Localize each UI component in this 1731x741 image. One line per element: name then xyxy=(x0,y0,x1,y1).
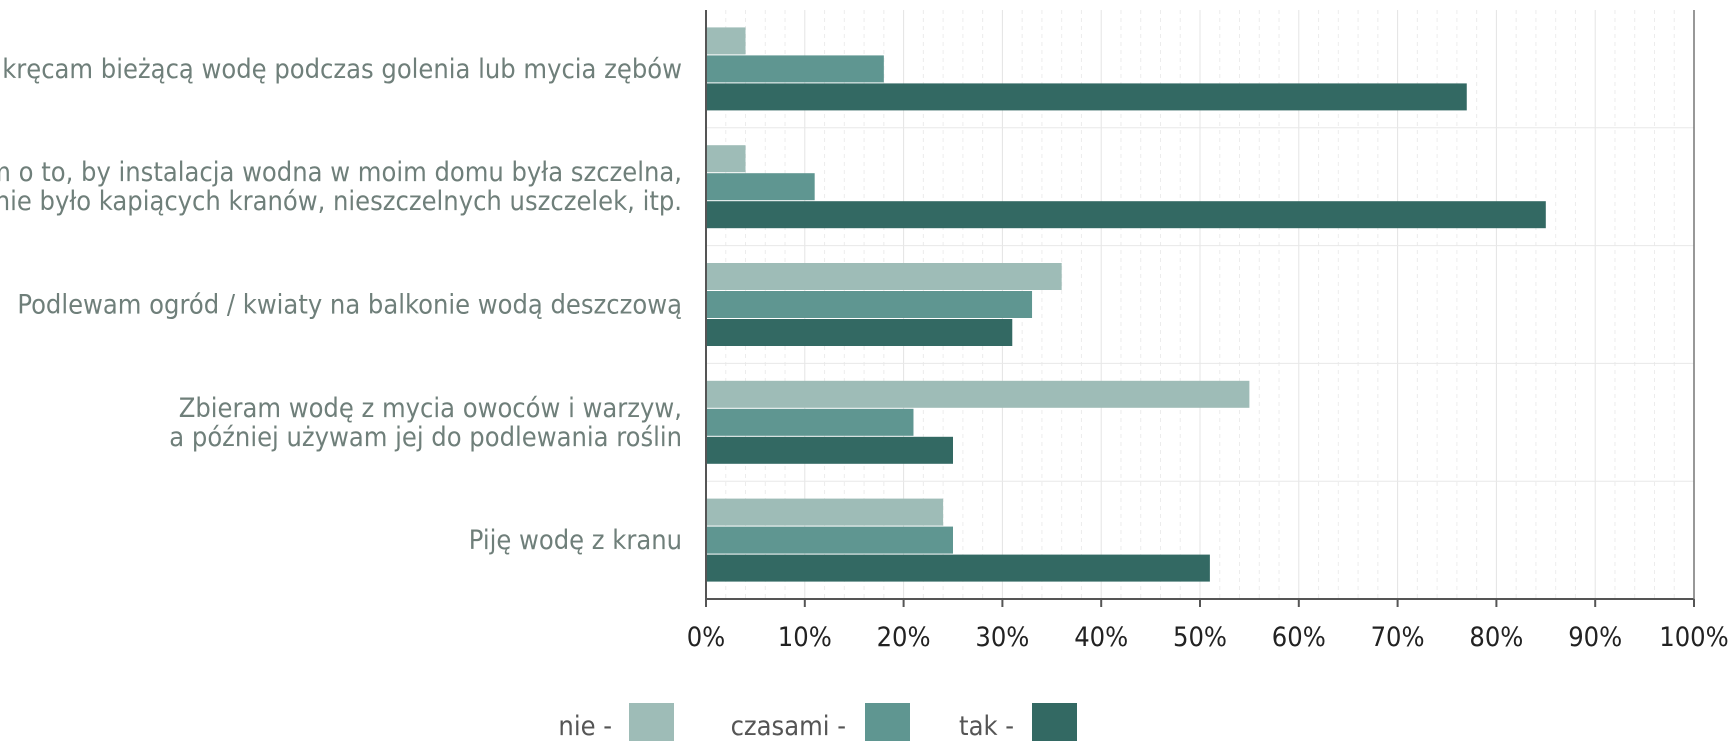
x-tick-label: 10% xyxy=(778,622,832,653)
x-tick-label: 40% xyxy=(1074,622,1128,653)
category-labels: Zakręcam bieżącą wodę podczas golenia lu… xyxy=(0,54,682,556)
bar-czasami-1 xyxy=(706,173,815,201)
legend-label: czasami - xyxy=(731,711,846,741)
x-tick-label: 90% xyxy=(1568,622,1622,653)
x-tick-label: 70% xyxy=(1371,622,1425,653)
bar-nie-0 xyxy=(706,27,746,55)
category-label: Piję wodę z kranu xyxy=(469,525,682,556)
x-tick-label: 0% xyxy=(687,622,726,653)
category-label: Podlewam ogród / kwiaty na balkonie wodą… xyxy=(17,290,682,321)
x-tick-label: 20% xyxy=(877,622,931,653)
bar-nie-3 xyxy=(706,380,1250,408)
x-tick-labels: 0% 10% 20% 30% 40% 50% 60% 70% 80% 90% 100% xyxy=(687,599,1729,653)
category-label: Zakręcam bieżącą wodę podczas golenia lu… xyxy=(0,54,682,85)
bar-nie-1 xyxy=(706,145,746,173)
bar-tak-3 xyxy=(706,436,953,464)
bar-czasami-3 xyxy=(706,408,914,436)
legend-swatch xyxy=(629,703,674,741)
bar-czasami-2 xyxy=(706,291,1033,318)
category-label: Dbam o to, by instalacja wodna w moim do… xyxy=(0,157,682,217)
legend-label: tak - xyxy=(959,711,1014,741)
x-tick-label: 50% xyxy=(1173,622,1227,653)
bar-series xyxy=(706,27,1546,582)
bar-tak-2 xyxy=(706,319,1013,346)
x-tick-label: 30% xyxy=(975,622,1029,653)
legend-swatch xyxy=(1032,703,1077,741)
legend-swatch xyxy=(865,703,910,741)
x-tick-label: 80% xyxy=(1469,622,1523,653)
bar-tak-4 xyxy=(706,554,1210,582)
bar-czasami-0 xyxy=(706,55,884,83)
x-tick-label: 100% xyxy=(1659,622,1728,653)
x-tick-label: 60% xyxy=(1272,622,1326,653)
bar-tak-1 xyxy=(706,201,1546,229)
legend-label: nie - xyxy=(558,711,612,741)
bar-nie-2 xyxy=(706,263,1062,290)
bar-tak-0 xyxy=(706,83,1467,111)
bar-czasami-4 xyxy=(706,526,953,554)
legend: nie - czasami - tak - xyxy=(558,703,1077,741)
category-label: Zbieram wodę z mycia owoców i warzyw, a p… xyxy=(169,393,682,453)
bar-nie-4 xyxy=(706,498,944,526)
